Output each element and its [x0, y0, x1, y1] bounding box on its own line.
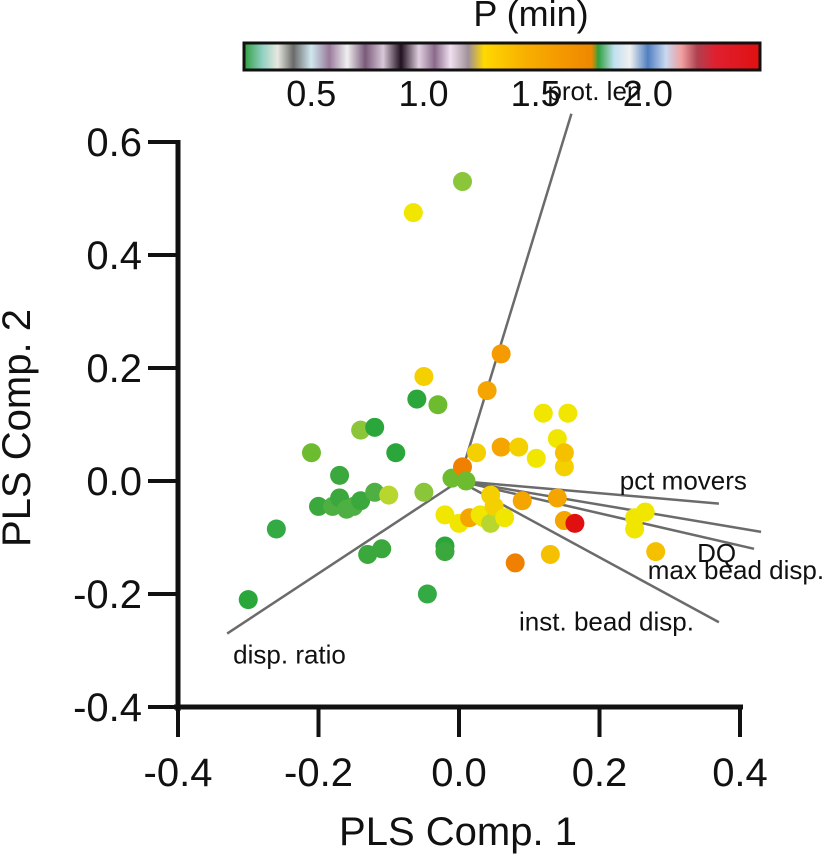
- data-point: [435, 505, 455, 525]
- data-point: [547, 488, 567, 508]
- y-tick-label: 0.0: [86, 460, 142, 504]
- data-point: [467, 443, 487, 463]
- data-point: [365, 417, 385, 437]
- data-point: [351, 491, 371, 511]
- data-point: [554, 457, 574, 477]
- data-point: [330, 465, 350, 485]
- data-point: [547, 429, 567, 449]
- data-point: [414, 366, 434, 386]
- data-point: [403, 203, 423, 223]
- colorbar-tick-label: 2.0: [623, 73, 673, 114]
- colorbar-tick-label: 1.0: [398, 73, 448, 114]
- loading-vector: [226, 479, 460, 635]
- y-tick-label: -0.2: [73, 573, 142, 617]
- data-point: [301, 443, 321, 463]
- y-tick-label: 0.4: [86, 234, 142, 278]
- loading-label: pct movers: [620, 466, 747, 496]
- x-tick-label: -0.4: [144, 751, 213, 795]
- data-point: [526, 448, 546, 468]
- loading-label: inst. bead disp.: [519, 606, 694, 636]
- y-tick-label: -0.4: [73, 686, 142, 730]
- data-point: [453, 172, 473, 192]
- data-point: [477, 381, 497, 401]
- colorbar-ticks: 0.5 1.0 1.5 2.0: [286, 73, 673, 114]
- colorbar-gradient: [242, 41, 762, 72]
- data-point: [379, 485, 399, 505]
- loading-vector: [457, 113, 573, 482]
- data-point: [635, 502, 655, 522]
- data-point: [238, 590, 258, 610]
- data-point: [512, 491, 532, 511]
- data-point: [491, 344, 511, 364]
- loading-label: max bead disp.: [648, 555, 823, 585]
- data-point: [646, 542, 666, 562]
- x-axis-label: PLS Comp. 1: [339, 810, 577, 854]
- data-points: [238, 172, 666, 610]
- data-point: [386, 443, 406, 463]
- colorbar: P (min) 0.5 1.0 1.5 2.0: [242, 0, 762, 114]
- y-tick-label: 0.6: [86, 121, 142, 165]
- axes: 0.6 0.4 0.2 0.0 -0.2 -0.4-0.4 -0.2 0.0 0.2 0.4: [73, 121, 768, 795]
- data-point: [491, 437, 511, 457]
- loading-label: prot. len: [547, 76, 641, 106]
- data-point: [414, 482, 434, 502]
- colorbar-tick-label: 0.5: [286, 73, 336, 114]
- data-point: [495, 508, 515, 528]
- data-point: [554, 443, 574, 463]
- data-point: [533, 403, 553, 423]
- data-point: [407, 389, 427, 409]
- x-tick-label: 0.0: [431, 751, 487, 795]
- data-point: [428, 395, 448, 415]
- colorbar-title: P (min): [473, 0, 588, 34]
- loading-vector: [458, 479, 720, 505]
- loading-vector: [458, 479, 755, 551]
- data-point: [372, 539, 392, 559]
- data-point: [625, 519, 645, 539]
- y-axis-label: PLS Comp. 2: [0, 309, 39, 547]
- data-point: [417, 584, 437, 604]
- loading-vector: [458, 479, 762, 534]
- data-point: [540, 544, 560, 564]
- colorbar-tick-label: 1.5: [511, 73, 561, 114]
- data-point: [565, 513, 585, 533]
- data-point: [509, 437, 529, 457]
- data-point: [505, 553, 525, 573]
- data-point: [558, 403, 578, 423]
- y-tick-label: 0.2: [86, 347, 142, 391]
- data-point: [309, 496, 328, 516]
- data-point: [456, 471, 476, 491]
- x-tick-label: -0.2: [284, 751, 353, 795]
- x-tick-label: 0.4: [712, 751, 768, 795]
- loading-label: disp. ratio: [233, 640, 346, 670]
- data-point: [266, 519, 286, 539]
- x-tick-label: 0.2: [572, 751, 628, 795]
- data-point: [435, 542, 455, 562]
